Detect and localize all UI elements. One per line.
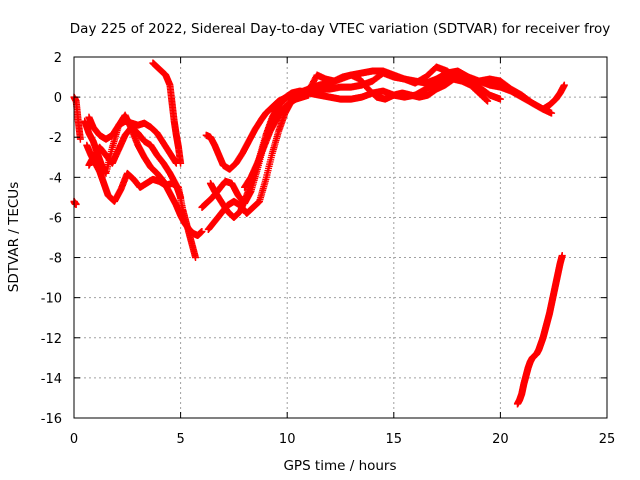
x-tick-label: 10 xyxy=(279,432,296,447)
chart-title: Day 225 of 2022, Sidereal Day-to-day VTE… xyxy=(70,21,610,37)
data-point xyxy=(76,135,84,143)
y-tick-label: 0 xyxy=(54,91,62,106)
series-arc-13 xyxy=(513,252,566,408)
data-point xyxy=(305,91,313,99)
data-point xyxy=(198,227,206,235)
y-tick-label: 2 xyxy=(54,51,62,66)
y-tick-label: -6 xyxy=(49,211,62,226)
data-point xyxy=(560,81,568,89)
y-tick-labels: 2 0 -2 -4 -6 -8 -10 -12 -14 -16 xyxy=(41,51,62,427)
data-point xyxy=(484,97,492,105)
y-tick-label: -16 xyxy=(41,412,62,427)
series-arc-3 xyxy=(81,111,206,239)
data-point xyxy=(177,193,185,201)
axis-ticks xyxy=(73,56,608,419)
x-axis-label: GPS time / hours xyxy=(283,458,396,474)
data-marks xyxy=(70,59,568,408)
x-tick-label: 0 xyxy=(70,432,78,447)
series-arc-2 xyxy=(70,197,80,208)
series-arc-1 xyxy=(70,93,84,143)
x-tick-label: 5 xyxy=(176,432,184,447)
data-point xyxy=(548,109,556,117)
x-tick-label: 25 xyxy=(599,432,616,447)
plot-frame xyxy=(73,56,608,419)
data-point xyxy=(177,159,185,167)
y-tick-label: -14 xyxy=(41,372,62,387)
series-arc-5 xyxy=(85,123,185,201)
y-tick-label: -8 xyxy=(49,252,62,267)
y-tick-label: -12 xyxy=(41,332,62,347)
y-tick-label: -2 xyxy=(49,131,62,146)
x-tick-label: 20 xyxy=(492,432,509,447)
y-tick-label: -4 xyxy=(49,171,62,186)
series-arc-7 xyxy=(149,59,185,167)
y-axis-label: SDTVAR / TECUs xyxy=(6,182,22,292)
data-point xyxy=(496,95,504,103)
data-point xyxy=(192,254,200,262)
series-arc-12 xyxy=(241,91,313,191)
data-point xyxy=(558,252,566,260)
x-tick-labels: 0 5 10 15 20 25 xyxy=(70,432,615,447)
y-tick-label: -10 xyxy=(41,292,62,307)
series-arc-6 xyxy=(85,113,180,167)
x-tick-label: 15 xyxy=(386,432,403,447)
